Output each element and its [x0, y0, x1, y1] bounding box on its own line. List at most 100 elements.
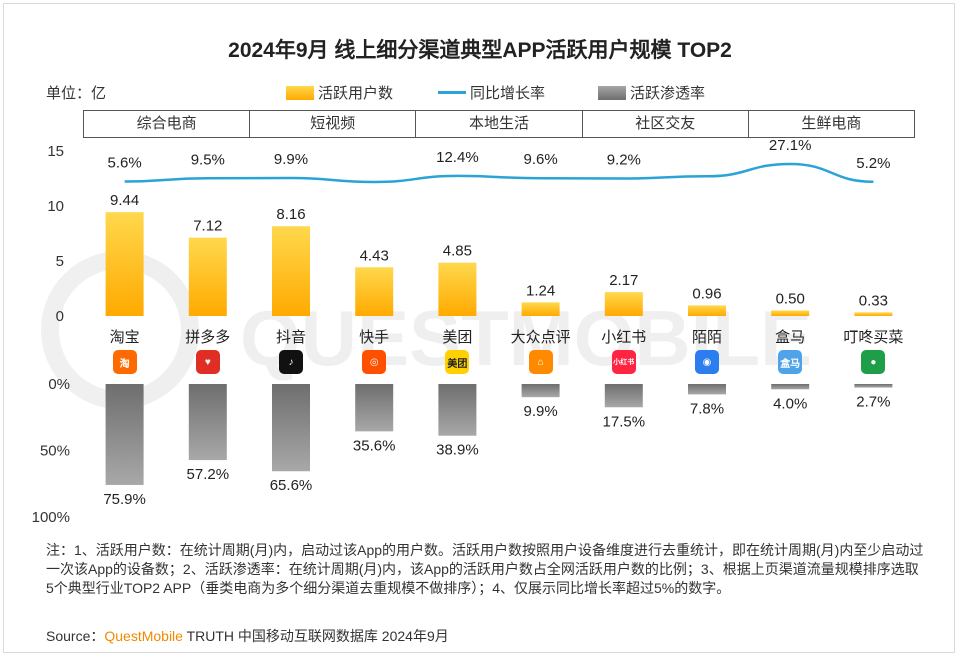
active-users-data-label: 0.50 — [776, 291, 805, 308]
upper-tick-label: 0 — [56, 308, 64, 325]
app-name-label: 大众点评 — [510, 329, 571, 346]
footnote: 注：1、活跃用户数：在统计周期(月)内，启动过该App的用户数。活跃用户数按照用… — [46, 542, 924, 596]
legend-swatch-yoy — [438, 91, 466, 94]
dianping-icon: ⌂ — [528, 350, 553, 374]
active-users-bar — [771, 310, 810, 316]
active-users-bar — [854, 312, 893, 316]
legend-label-active-users: 活跃用户数 — [318, 85, 394, 102]
legend-active-users: 活跃用户数 — [286, 82, 393, 103]
momo-icon: ◉ — [695, 350, 719, 374]
source-line: Source：QuestMobile TRUTH 中国移动互联网数据库 2024… — [46, 626, 449, 646]
legend-swatch-active-users — [286, 85, 314, 100]
penetration-bar — [854, 384, 893, 388]
penetration-bars: 75.9% 57.2% 65.6% 35.6% 38.9% 9.9% 17.5% 7.8% 4.… — [103, 384, 893, 508]
taobao-icon: 淘 — [112, 350, 137, 374]
app-name-label: 陌陌 — [691, 329, 722, 346]
active-users-bar — [688, 305, 726, 316]
active-users-bars: 9.44 7.12 8.16 4.43 4.85 1.24 2.17 0.96 0.50 0.33 — [105, 192, 893, 316]
active-users-data-label: 8.16 — [276, 206, 305, 223]
yoy-data-label: 27.1% — [769, 137, 812, 154]
source-brand: QuestMobile — [104, 628, 183, 644]
legend-penetration: 活跃渗透率 — [598, 82, 705, 103]
active-users-data-label: 1.24 — [526, 282, 555, 299]
penetration-bar — [188, 384, 227, 461]
penetration-data-label: 65.6% — [270, 477, 313, 494]
app-name-label: 淘宝 — [109, 329, 140, 346]
penetration-data-label: 57.2% — [187, 466, 230, 483]
app-name-label: 抖音 — [275, 329, 306, 346]
penetration-data-label: 9.9% — [523, 403, 557, 420]
upper-tick-label: 5 — [56, 253, 64, 270]
upper-tick-label: 10 — [47, 198, 64, 215]
active-users-bar — [604, 292, 643, 316]
legend-swatch-penetration — [598, 85, 626, 100]
douyin-icon: ♪ — [279, 350, 303, 374]
lower-tick-label: 100% — [32, 509, 70, 526]
yoy-data-label: 9.9% — [274, 151, 308, 168]
penetration-bar — [604, 384, 643, 408]
category-cell: 社区交友 — [583, 111, 749, 137]
source-prefix: Source： — [46, 628, 105, 644]
category-cell: 综合电商 — [84, 111, 251, 137]
active-users-bar — [438, 262, 477, 316]
app-name-label: 快手 — [359, 329, 390, 346]
legend-label-penetration: 活跃渗透率 — [630, 85, 706, 102]
category-cell: 生鲜电商 — [801, 115, 862, 132]
penetration-bar — [688, 384, 726, 395]
active-users-data-label: 4.43 — [360, 247, 389, 264]
upper-axis: 15 10 5 0 — [47, 143, 64, 325]
category-cell: 本地生活 — [416, 111, 583, 137]
penetration-data-label: 35.6% — [353, 437, 396, 454]
app-name-label: 美团 — [442, 329, 473, 346]
dingdong-icon: ● — [861, 350, 886, 374]
yoy-line: 5.6% 9.5% 9.9% 12.4% 9.6% 9.2% 27.1% 5.2% — [107, 137, 891, 184]
kuaishou-icon: ◎ — [362, 350, 387, 374]
pinduoduo-icon: ♥ — [195, 350, 220, 374]
source-rest: TRUTH 中国移动互联网数据库 2024年9月 — [182, 628, 449, 644]
yoy-data-label: 9.6% — [523, 151, 557, 168]
legend-yoy: 同比增长率 — [438, 82, 545, 103]
unit-label: 单位：亿 — [46, 85, 107, 102]
active-users-bar — [355, 267, 394, 316]
yoy-data-label: 9.2% — [607, 152, 641, 169]
yoy-data-label: 12.4% — [436, 149, 479, 166]
chart-frame — [3, 3, 955, 653]
upper-tick-label: 15 — [47, 143, 64, 160]
app-name-label: 拼多多 — [185, 329, 231, 346]
penetration-data-label: 2.7% — [856, 394, 890, 411]
active-users-bar — [105, 212, 144, 316]
penetration-bar — [438, 384, 477, 436]
active-users-bar — [521, 302, 560, 316]
lower-tick-label: 50% — [40, 443, 70, 460]
active-users-bar — [272, 226, 310, 316]
yoy-data-label: 9.5% — [191, 151, 225, 168]
active-users-data-label: 9.44 — [110, 192, 139, 209]
hema-icon: 盒马 — [778, 350, 803, 374]
penetration-bar — [771, 384, 810, 390]
penetration-bar — [272, 384, 310, 472]
penetration-data-label: 7.8% — [690, 400, 724, 417]
xiaohongshu-icon: 小红书 — [611, 350, 636, 374]
penetration-bar — [355, 384, 394, 432]
active-users-data-label: 0.33 — [859, 292, 888, 309]
yoy-line-path — [124, 162, 874, 184]
lower-tick-label: 0% — [48, 376, 70, 393]
meituan-icon: 美团 — [445, 350, 470, 374]
active-users-data-label: 0.96 — [692, 285, 721, 302]
yoy-data-label: 5.2% — [856, 155, 890, 172]
penetration-data-label: 17.5% — [603, 413, 646, 430]
lower-axis: 0% 50% 100% — [32, 376, 70, 526]
penetration-data-label: 75.9% — [103, 491, 146, 508]
penetration-bar — [105, 384, 144, 485]
category-cell: 短视频 — [250, 111, 417, 137]
chart-title: 2024年9月 线上细分渠道典型APP活跃用户规模 TOP2 — [228, 39, 732, 62]
app-name-label: 盒马 — [775, 329, 806, 346]
yoy-data-label: 5.6% — [107, 154, 141, 171]
active-users-bar — [188, 237, 227, 316]
app-name-label: 小红书 — [601, 329, 647, 346]
active-users-data-label: 7.12 — [193, 218, 222, 235]
penetration-data-label: 38.9% — [436, 442, 479, 459]
app-name-label: 叮咚买菜 — [843, 329, 904, 346]
penetration-bar — [521, 384, 560, 398]
active-users-data-label: 4.85 — [443, 243, 472, 260]
